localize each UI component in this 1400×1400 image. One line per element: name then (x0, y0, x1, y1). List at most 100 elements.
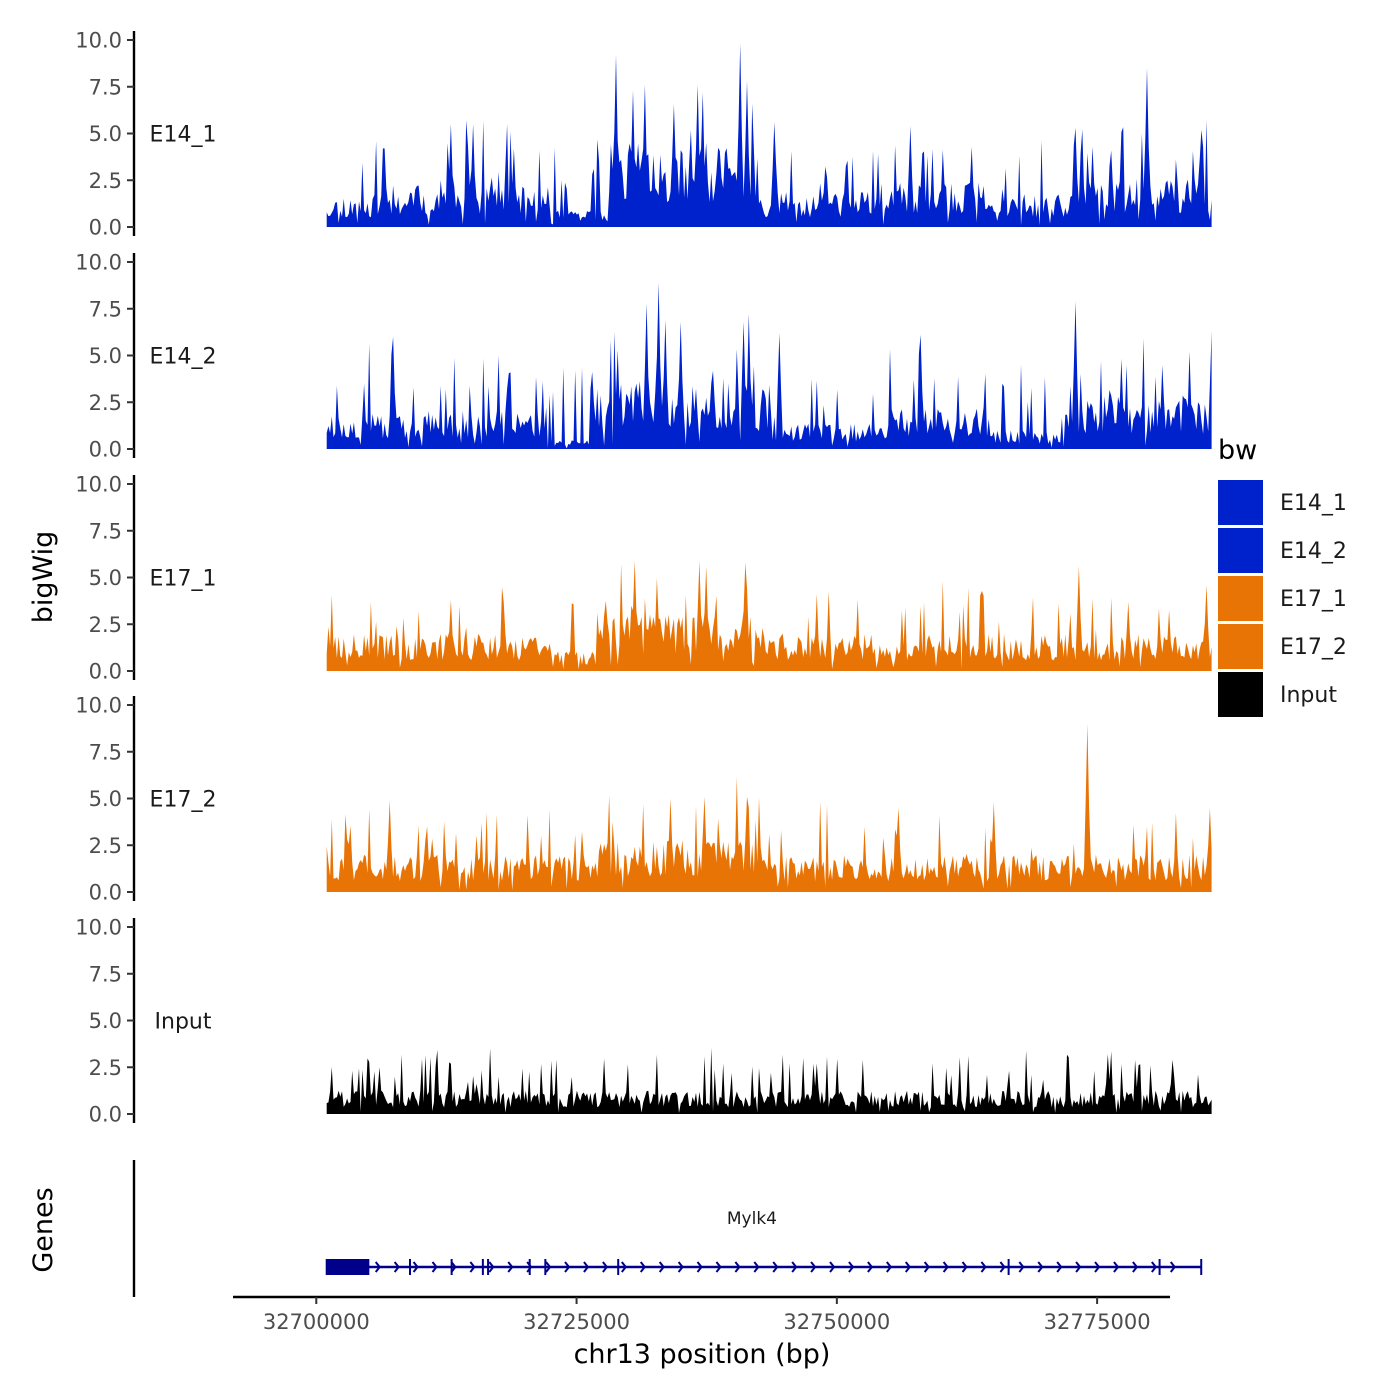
y-tick-label: 0.0 (89, 438, 122, 462)
track-e14_2: 0.0 2.5 5.0 7.5 10.0 E14_2 (75, 251, 1212, 462)
strand-arrow (1075, 1261, 1082, 1273)
strand-arrow (848, 1261, 855, 1273)
signal-area-e14_2 (326, 282, 1212, 449)
track-label-e14_1: E14_1 (150, 123, 217, 148)
track-label-e17_1: E17_1 (150, 567, 217, 592)
strand-arrow (602, 1261, 609, 1273)
legend-swatch-e14_1 (1218, 480, 1263, 525)
y-tick-label: 2.5 (89, 613, 122, 637)
x-tick-label: 32750000 (783, 1310, 890, 1334)
strand-arrow (810, 1261, 817, 1273)
legend: bw E14_1 E14_2 E17_1 E17_2 Input (1218, 435, 1347, 717)
strand-arrow (412, 1261, 419, 1273)
track-e17_1: 0.0 2.5 5.0 7.5 10.0 E17_1 (75, 473, 1212, 684)
y-tick-label: 2.5 (89, 391, 122, 415)
strand-arrow (904, 1261, 912, 1273)
signal-area-e17_1 (326, 560, 1212, 671)
strand-arrow (393, 1261, 400, 1273)
genes-panel: Mylk4 (132, 1160, 1203, 1297)
strand-arrow (545, 1261, 552, 1273)
strand-arrow (961, 1261, 968, 1273)
strand-arrow (1018, 1261, 1025, 1273)
strand-arrow (791, 1261, 798, 1273)
y-tick-label: 2.5 (89, 169, 122, 193)
y-tick-label: 10.0 (75, 251, 122, 275)
strand-arrow (772, 1261, 779, 1273)
legend-swatch-e17_2 (1218, 624, 1263, 669)
y-tick-label: 0.0 (89, 216, 122, 240)
strand-arrow (1169, 1261, 1177, 1273)
y-tick-label: 7.5 (89, 75, 122, 99)
y-tick-label: 2.5 (89, 834, 122, 858)
y-tick-label: 5.0 (89, 1009, 122, 1033)
gene-mylk4: Mylk4 (325, 1209, 1203, 1275)
y-tick-label: 5.0 (89, 344, 122, 368)
legend-swatch-e14_2 (1218, 528, 1263, 573)
strand-arrow (583, 1261, 590, 1273)
track-input: 0.0 2.5 5.0 7.5 10.0 Input (75, 916, 1212, 1127)
strand-arrow (374, 1261, 381, 1273)
y-tick-label: 7.5 (89, 297, 122, 321)
legend-swatch-input (1218, 672, 1263, 717)
strand-arrow (1132, 1261, 1139, 1273)
strand-arrow (715, 1261, 722, 1273)
strand-arrow (829, 1261, 836, 1273)
strand-arrow (450, 1261, 457, 1273)
strand-arrow (886, 1261, 893, 1273)
x-axis-title: chr13 position (bp) (574, 1339, 831, 1370)
track-e17_2: 0.0 2.5 5.0 7.5 10.0 E17_2 (75, 694, 1212, 905)
strand-arrow (1056, 1261, 1063, 1273)
strand-arrow (639, 1261, 646, 1273)
x-tick-label: 32700000 (263, 1310, 370, 1334)
strand-arrow (734, 1261, 741, 1273)
strand-arrow (923, 1261, 930, 1273)
y-tick-label: 10.0 (75, 916, 122, 940)
x-axis: 32700000 32725000 32750000 32775000 (233, 1295, 1170, 1334)
legend-label-e17_1: E17_1 (1280, 587, 1347, 612)
y-axis-title: bigWig (28, 531, 59, 624)
y-tick-label: 0.0 (89, 660, 122, 684)
track-label-e17_2: E17_2 (150, 788, 217, 813)
strand-arrow (488, 1261, 495, 1273)
strand-arrow (677, 1261, 684, 1273)
legend-title: bw (1218, 435, 1257, 466)
y-tick-label: 10.0 (75, 694, 122, 718)
y-tick-label: 2.5 (89, 1056, 122, 1080)
y-tick-label: 5.0 (89, 122, 122, 146)
y-tick-label: 10.0 (75, 473, 122, 497)
strand-arrow (753, 1261, 760, 1273)
legend-label-e14_2: E14_2 (1280, 539, 1347, 564)
y-tick-label: 7.5 (89, 740, 122, 764)
x-tick-label: 32725000 (523, 1310, 630, 1334)
y-tick-label: 0.0 (89, 881, 122, 905)
track-label-e14_2: E14_2 (150, 345, 217, 370)
signal-area-input (326, 1047, 1212, 1114)
gene-label: Mylk4 (727, 1209, 777, 1229)
strand-arrow (1037, 1261, 1044, 1273)
signal-area-e14_1 (326, 43, 1212, 228)
strand-arrow (431, 1261, 438, 1273)
y-tick-label: 5.0 (89, 787, 122, 811)
strand-arrow (507, 1261, 514, 1273)
strand-arrow (867, 1261, 874, 1273)
strand-arrow (999, 1261, 1006, 1273)
y-tick-label: 0.0 (89, 1103, 122, 1127)
y-tick-label: 7.5 (89, 519, 122, 543)
strand-arrow (469, 1261, 476, 1273)
tracks-group: 0.0 2.5 5.0 7.5 10.0 E14_1 0.0 2.5 5.0 7.5 10.0 E14… (75, 29, 1212, 1127)
signal-area-e17_2 (326, 723, 1212, 892)
y-tick-label: 10.0 (75, 29, 122, 53)
strand-arrow (980, 1261, 987, 1273)
strand-arrow (564, 1261, 571, 1273)
gene-thick-block (326, 1259, 369, 1275)
legend-label-e17_2: E17_2 (1280, 635, 1347, 660)
strand-arrow (526, 1261, 533, 1273)
legend-swatch-e17_1 (1218, 576, 1263, 621)
strand-arrow (1151, 1261, 1158, 1273)
genes-axis-title: Genes (28, 1187, 59, 1272)
strand-arrow (658, 1261, 665, 1273)
legend-label-e14_1: E14_1 (1280, 491, 1347, 516)
y-tick-label: 5.0 (89, 566, 122, 590)
track-label-input: Input (155, 1010, 212, 1035)
